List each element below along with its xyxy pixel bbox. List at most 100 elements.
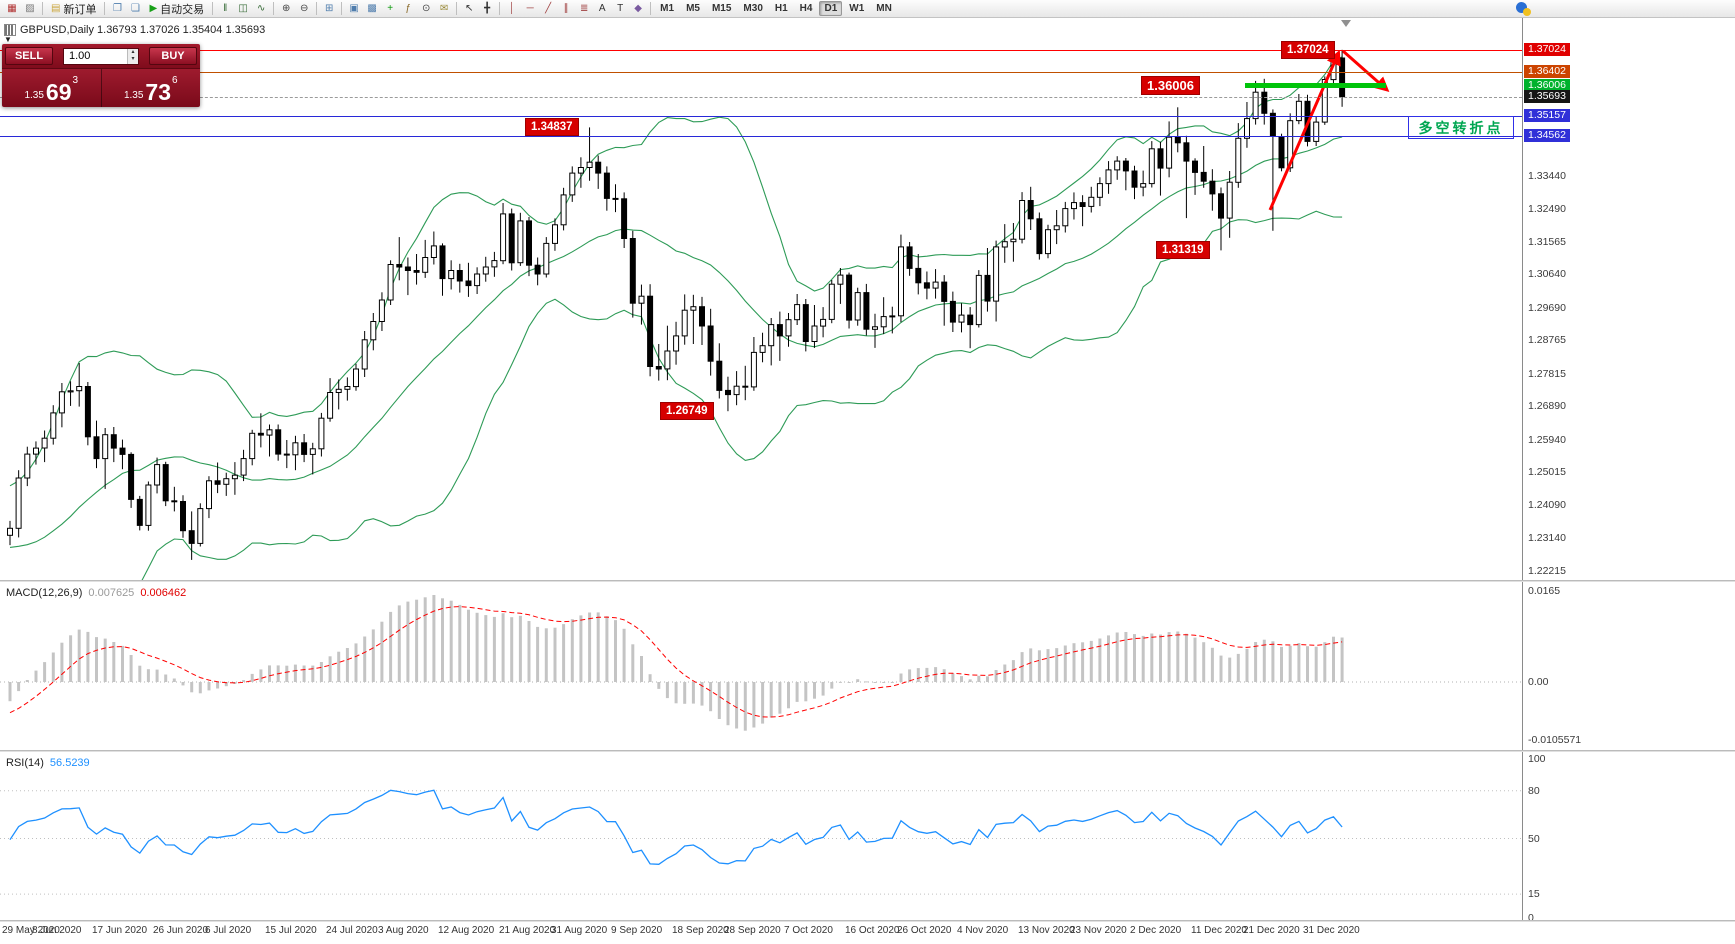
timeframe-m30-button[interactable]: M30	[743, 3, 763, 14]
trend-arrow-2[interactable]	[1342, 49, 1390, 92]
date-label: 8 Jun 2020	[32, 925, 82, 936]
one-click-order-row: SELL ▴ ▾ BUY	[2, 44, 200, 68]
text-icon[interactable]: A	[598, 3, 606, 14]
chart-icon	[4, 24, 16, 36]
one-click-trading-panel: SELL ▴ ▾ BUY 1.35 69 3 1.35 73 6	[2, 44, 200, 107]
trend-arrow-1[interactable]	[1268, 49, 1341, 211]
date-label: 23 Nov 2020	[1070, 925, 1127, 936]
add-indicator-icon[interactable]: +	[387, 3, 394, 14]
bull-bear-turning-point-label[interactable]: 多空转折点	[1408, 116, 1514, 139]
tile-windows-icon[interactable]: ⊞	[324, 3, 334, 14]
price-marker-1.36402: 1.36402	[1524, 65, 1570, 78]
profiles-icon[interactable]: ▨	[25, 3, 35, 14]
timeframe-m1-button[interactable]: M1	[660, 3, 675, 14]
shapes-icon[interactable]: ◆	[634, 3, 642, 14]
one-click-collapse-button[interactable]: ▼	[4, 35, 12, 44]
chart-window-icon[interactable]: ❐	[112, 3, 122, 14]
rsi-scale-15: 15	[1528, 888, 1540, 900]
fibonacci-icon[interactable]: ≣	[579, 3, 589, 14]
panel-splitter[interactable]	[0, 920, 1735, 922]
trendline-icon[interactable]: ╱	[545, 3, 552, 14]
bollinger-middle-band	[9, 136, 1343, 548]
date-label: 15 Jul 2020	[265, 925, 317, 936]
toolbar-separator	[273, 2, 275, 15]
price-tick-1.22215: 1.22215	[1528, 565, 1566, 577]
volume-input[interactable]	[64, 48, 127, 64]
mql5-community-icon[interactable]	[1516, 2, 1531, 16]
cursor-icon[interactable]: ↖	[464, 3, 474, 14]
timeframe-w1-button[interactable]: W1	[849, 3, 865, 14]
crosshair-icon[interactable]: ╋	[484, 3, 491, 14]
toolbar-separator	[456, 2, 458, 15]
macd-panel[interactable]	[0, 583, 1522, 750]
navigator-icon[interactable]: ❏	[130, 3, 140, 14]
price-marker-1.37024: 1.37024	[1524, 43, 1570, 56]
timeframe-m15-button[interactable]: M15	[711, 3, 732, 14]
channel-icon[interactable]: ∥	[563, 3, 569, 14]
toolbar: ▦ ▨ ▤ 新订单 ❐ ❏ ▶ 自动交易 ‖ ◫ ∿ ⊕ ⊖ ⊞ ▣ ▩ + ƒ ⊙ ✉ ↖ ╋ │ ─ ╱ ∥ ≣ A T ◆ M1 M5 M…	[0, 0, 1735, 18]
new-chart-icon[interactable]: ▦	[7, 3, 17, 14]
rsi-scale-80: 80	[1528, 785, 1540, 797]
arrange-windows-icon[interactable]: ▣	[349, 3, 359, 14]
zoom-out-icon[interactable]: ⊖	[299, 3, 309, 14]
time-axis[interactable]: 29 May 2020 8 Jun 2020 17 Jun 2020 26 Jun 2…	[0, 921, 1735, 944]
bar-chart-icon[interactable]: ‖	[223, 3, 228, 14]
rsi-panel[interactable]	[0, 753, 1522, 920]
rsi-label: RSI(14) 56.5239	[6, 757, 90, 769]
timeframe-m5-button[interactable]: M5	[686, 3, 700, 14]
price-tick-1.26890: 1.26890	[1528, 400, 1566, 412]
timeframe-d1-button[interactable]: D1	[819, 1, 843, 16]
zoom-in-icon[interactable]: ⊕	[281, 3, 291, 14]
toolbar-separator	[212, 2, 214, 15]
rsi-scale-50: 50	[1528, 833, 1540, 845]
mail-icon[interactable]: ✉	[439, 3, 449, 14]
candles	[7, 49, 1346, 560]
cascade-windows-icon[interactable]: ▩	[367, 3, 377, 14]
price-chart[interactable]	[0, 18, 1522, 580]
timeframe-h1-button[interactable]: H1	[774, 3, 788, 14]
timeframe-mn-button[interactable]: MN	[876, 3, 892, 14]
volume-spin-buttons[interactable]: ▴ ▾	[127, 48, 138, 64]
volume-stepper[interactable]: ▴ ▾	[63, 47, 139, 65]
candlestick-chart-icon[interactable]: ◫	[238, 3, 248, 14]
volume-down-icon[interactable]: ▾	[128, 56, 138, 64]
auto-trading-button[interactable]: ▶ 自动交易	[144, 1, 209, 17]
horizontal-line-icon[interactable]: ─	[526, 3, 534, 14]
volume-up-icon[interactable]: ▴	[128, 48, 138, 56]
one-click-price-row: 1.35 69 3 1.35 73 6	[2, 68, 200, 107]
panel-splitter[interactable]	[0, 580, 1735, 582]
price-axis[interactable]: 1.33440 1.32490 1.31565 1.30640 1.29690 1.287…	[1523, 18, 1735, 924]
macd-label: MACD(12,26,9) 0.007625 0.006462	[6, 587, 186, 599]
text-label-icon[interactable]: T	[617, 3, 624, 14]
panel-splitter[interactable]	[0, 750, 1735, 752]
symbol-info: GBPUSD,Daily 1.36793 1.37026 1.35404 1.3…	[4, 24, 265, 36]
toolbar-separator	[42, 2, 43, 15]
date-label: 31 Dec 2020	[1303, 925, 1360, 936]
date-label: 9 Sep 2020	[611, 925, 663, 936]
sell-price[interactable]: 1.35 69 3	[2, 69, 101, 107]
chart-shift-marker[interactable]	[1341, 20, 1351, 27]
buy-button[interactable]: BUY	[149, 47, 197, 65]
auto-trading-icon: ▶	[149, 3, 158, 14]
auto-trading-button-label: 自动交易	[160, 3, 205, 16]
price-tick-1.29690: 1.29690	[1528, 302, 1566, 314]
date-label: 6 Jul 2020	[205, 925, 252, 936]
sell-button[interactable]: SELL	[5, 47, 53, 65]
new-order-button[interactable]: ▤ 新订单	[46, 1, 101, 17]
date-label: 17 Jun 2020	[92, 925, 148, 936]
line-chart-icon[interactable]: ∿	[256, 3, 266, 14]
buy-price-point: 6	[172, 75, 178, 86]
date-label: 4 Nov 2020	[957, 925, 1009, 936]
indicator-list-icon[interactable]: ƒ	[405, 3, 411, 14]
timeframe-h4-button[interactable]: H4	[799, 3, 813, 14]
buy-price[interactable]: 1.35 73 6	[100, 69, 201, 107]
vertical-line-icon[interactable]: │	[509, 3, 516, 14]
date-label: 11 Dec 2020	[1191, 925, 1247, 936]
price-tick-1.25015: 1.25015	[1528, 466, 1566, 478]
sell-price-pips: 69	[45, 79, 72, 106]
toolbar-separator	[499, 2, 501, 15]
rsi-line	[9, 789, 1343, 865]
buy-price-pips: 73	[145, 79, 171, 106]
period-dropdown-icon[interactable]: ⊙	[421, 3, 431, 14]
symbol-ohlc-text: GBPUSD,Daily 1.36793 1.37026 1.35404 1.3…	[20, 24, 266, 36]
